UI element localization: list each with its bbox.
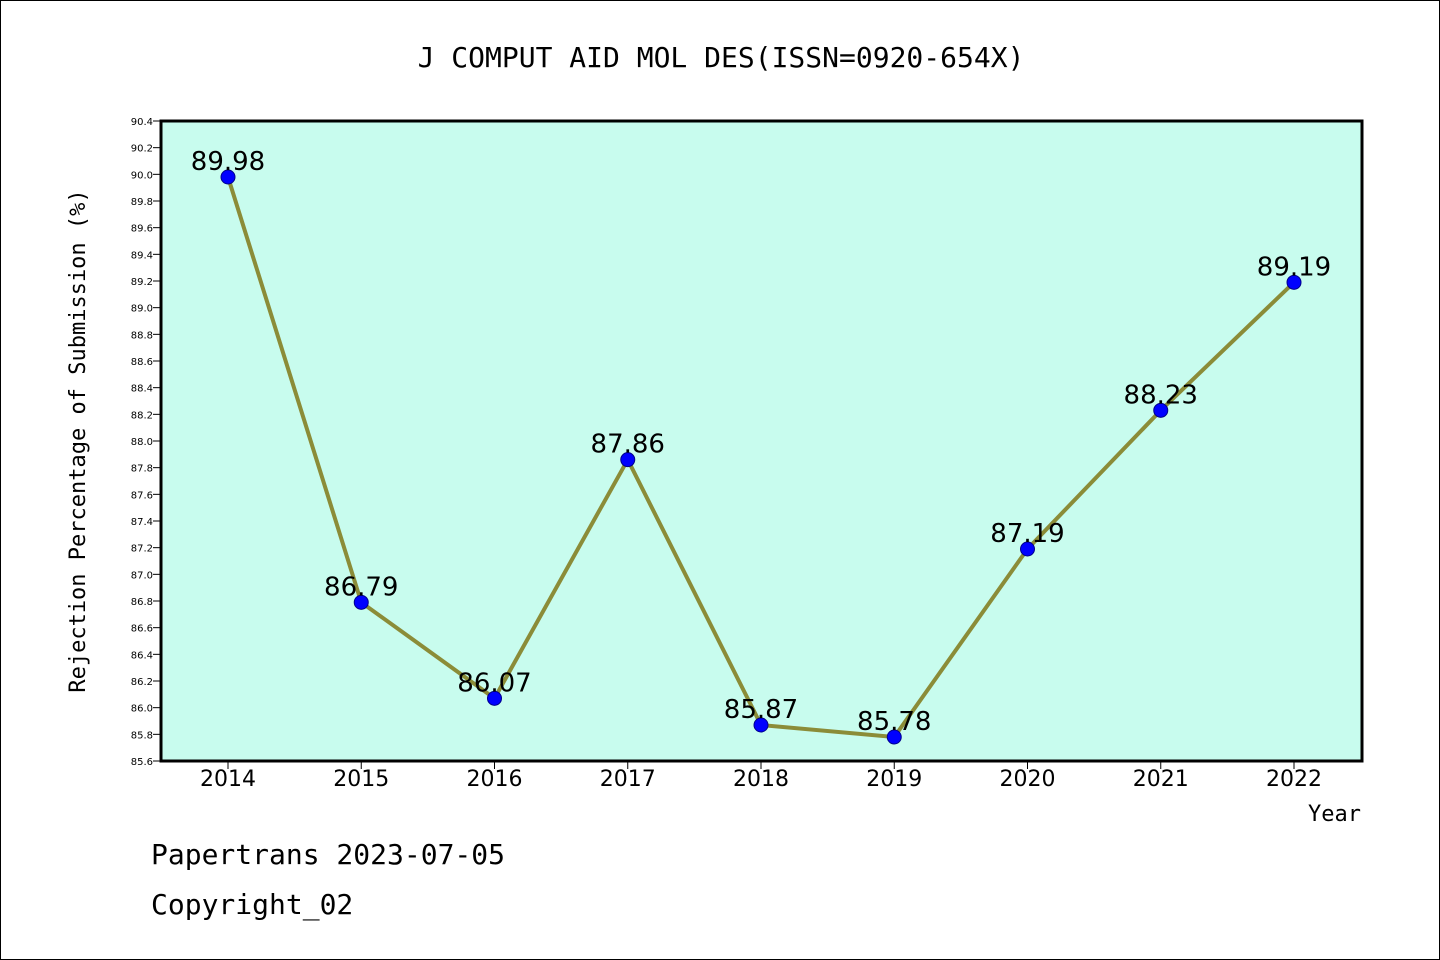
y-tick-label: 86.2	[131, 677, 153, 688]
x-axis: 2014 2015 2016 2017 2018 2019 2020 2021 2022	[200, 761, 1322, 792]
y-tick-label: 89.8	[131, 197, 153, 208]
data-point	[1153, 402, 1169, 418]
footer-copyright: Copyright_02	[151, 888, 353, 922]
footer-date: Papertrans 2023-07-05	[151, 838, 505, 871]
y-tick-label: 90.0	[131, 170, 153, 181]
y-tick-label: 90.2	[131, 144, 153, 155]
x-tick-label: 2014	[200, 767, 256, 792]
x-tick-label: 2019	[866, 767, 922, 792]
y-tick-label: 89.4	[131, 250, 153, 261]
x-tick-label: 2021	[1133, 767, 1189, 792]
data-point	[487, 690, 502, 706]
data-label: 89.98	[191, 147, 265, 177]
y-tick-label: 86.0	[131, 704, 153, 715]
data-label: 86.07	[457, 668, 531, 698]
y-tick-label: 87.2	[131, 544, 153, 555]
data-point	[353, 594, 369, 610]
x-tick-label: 2018	[733, 767, 789, 792]
x-tick-label: 2020	[1000, 767, 1056, 792]
plot-area	[159, 119, 1364, 763]
y-tick-label: 89.0	[131, 304, 153, 315]
data-labels-group: 89.98 86.79 86.07 87.86 85.87 85.78 87.19 88.23…	[191, 147, 1331, 737]
x-axis-label: Year	[1308, 802, 1361, 827]
y-tick-label: 87.0	[131, 570, 153, 581]
data-label: 88.23	[1124, 380, 1198, 410]
data-point	[620, 452, 636, 468]
y-tick-label: 88.0	[131, 437, 153, 448]
chart-title: J COMPUT AID MOL DES(ISSN=0920-654X)	[418, 41, 1025, 74]
x-tick-label: 2017	[600, 767, 656, 792]
data-label: 85.78	[857, 707, 931, 737]
markers-group	[220, 169, 1302, 745]
y-tick-label: 87.6	[131, 490, 153, 501]
data-point	[220, 169, 236, 185]
x-tick-label: 2022	[1266, 767, 1322, 792]
y-tick-label: 87.8	[131, 464, 153, 475]
x-tick-label: 2016	[467, 767, 523, 792]
data-point	[753, 717, 769, 733]
data-label: 86.79	[324, 572, 398, 602]
data-point	[1020, 541, 1035, 557]
data-label: 85.87	[724, 695, 798, 725]
y-tick-label: 88.6	[131, 357, 153, 368]
y-tick-label: 86.4	[131, 650, 153, 661]
x-tick-label: 2015	[333, 767, 389, 792]
y-tick-label: 86.8	[131, 597, 153, 608]
y-axis: 85.6 85.8 86.0 86.2 86.4 86.6 86.8 87.0 87.2 87.4…	[131, 117, 161, 768]
y-tick-label: 88.8	[131, 330, 153, 341]
data-label: 89.19	[1257, 252, 1331, 282]
y-tick-label: 87.4	[131, 517, 153, 528]
data-point	[886, 729, 902, 745]
y-tick-label: 89.6	[131, 224, 153, 235]
y-tick-label: 89.2	[131, 277, 153, 288]
y-tick-label: 88.4	[131, 384, 153, 395]
data-label: 87.19	[990, 519, 1064, 549]
y-tick-label: 86.6	[131, 624, 153, 635]
y-tick-label: 88.2	[131, 410, 153, 421]
y-tick-label: 85.6	[131, 757, 153, 768]
y-axis-label: Rejection Percentage of Submission (%)	[66, 189, 91, 692]
data-label: 87.86	[591, 430, 665, 460]
data-point	[1286, 274, 1302, 290]
y-tick-label: 90.4	[131, 117, 153, 128]
y-tick-label: 85.8	[131, 730, 153, 741]
